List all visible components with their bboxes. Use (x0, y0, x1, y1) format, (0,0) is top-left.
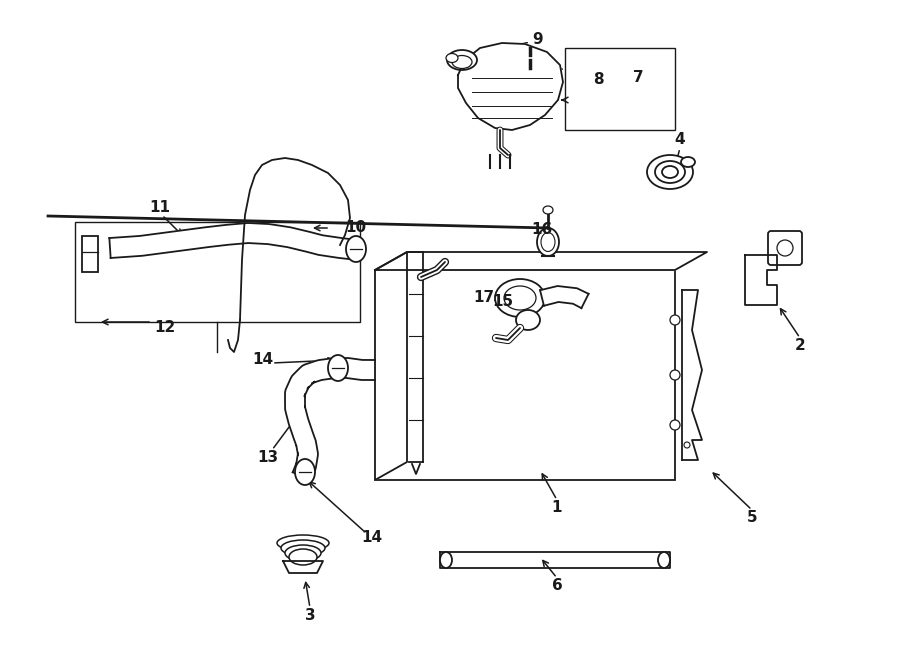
Ellipse shape (328, 355, 348, 381)
Text: 6: 6 (552, 578, 562, 594)
Ellipse shape (495, 279, 545, 317)
Ellipse shape (537, 228, 559, 256)
Text: 5: 5 (747, 510, 757, 525)
Text: 14: 14 (362, 531, 382, 545)
Circle shape (684, 442, 690, 448)
Text: 3: 3 (305, 609, 315, 623)
Text: 7: 7 (633, 71, 643, 85)
Ellipse shape (289, 549, 317, 565)
Polygon shape (682, 290, 702, 460)
Ellipse shape (777, 240, 793, 256)
Polygon shape (285, 358, 375, 480)
Ellipse shape (447, 50, 477, 70)
Ellipse shape (285, 545, 321, 561)
Circle shape (670, 370, 680, 380)
Text: 9: 9 (533, 32, 544, 48)
Ellipse shape (504, 286, 536, 310)
Ellipse shape (647, 155, 693, 189)
Polygon shape (375, 252, 707, 270)
Ellipse shape (281, 540, 325, 556)
Polygon shape (440, 552, 670, 568)
Bar (75, 222, 360, 322)
Ellipse shape (295, 459, 315, 485)
Ellipse shape (658, 552, 670, 568)
Text: 2: 2 (795, 338, 806, 354)
Polygon shape (109, 223, 359, 260)
Text: 8: 8 (593, 73, 603, 87)
Polygon shape (540, 286, 589, 308)
Circle shape (670, 315, 680, 325)
Ellipse shape (277, 535, 329, 551)
Polygon shape (375, 252, 407, 480)
Bar (565, 48, 675, 130)
Text: 13: 13 (257, 451, 279, 465)
Text: 17: 17 (473, 290, 495, 305)
Text: 14: 14 (252, 352, 274, 368)
Ellipse shape (346, 236, 366, 262)
Bar (82, 236, 98, 272)
Text: 10: 10 (345, 221, 366, 235)
Ellipse shape (541, 233, 555, 251)
FancyBboxPatch shape (768, 231, 802, 265)
Polygon shape (458, 43, 563, 130)
Ellipse shape (662, 166, 678, 178)
Bar (375, 270, 675, 480)
Text: 1: 1 (552, 500, 562, 516)
Ellipse shape (440, 552, 452, 568)
Text: 12: 12 (155, 321, 176, 336)
Text: 15: 15 (492, 295, 514, 309)
Text: 16: 16 (531, 223, 553, 237)
Text: 4: 4 (675, 132, 685, 147)
Text: 11: 11 (149, 200, 170, 215)
Ellipse shape (452, 56, 472, 69)
Ellipse shape (681, 157, 695, 167)
Ellipse shape (516, 310, 540, 330)
Circle shape (670, 420, 680, 430)
Ellipse shape (655, 161, 685, 183)
Polygon shape (745, 255, 777, 305)
Polygon shape (283, 561, 323, 573)
Ellipse shape (446, 54, 458, 63)
Ellipse shape (543, 206, 553, 214)
